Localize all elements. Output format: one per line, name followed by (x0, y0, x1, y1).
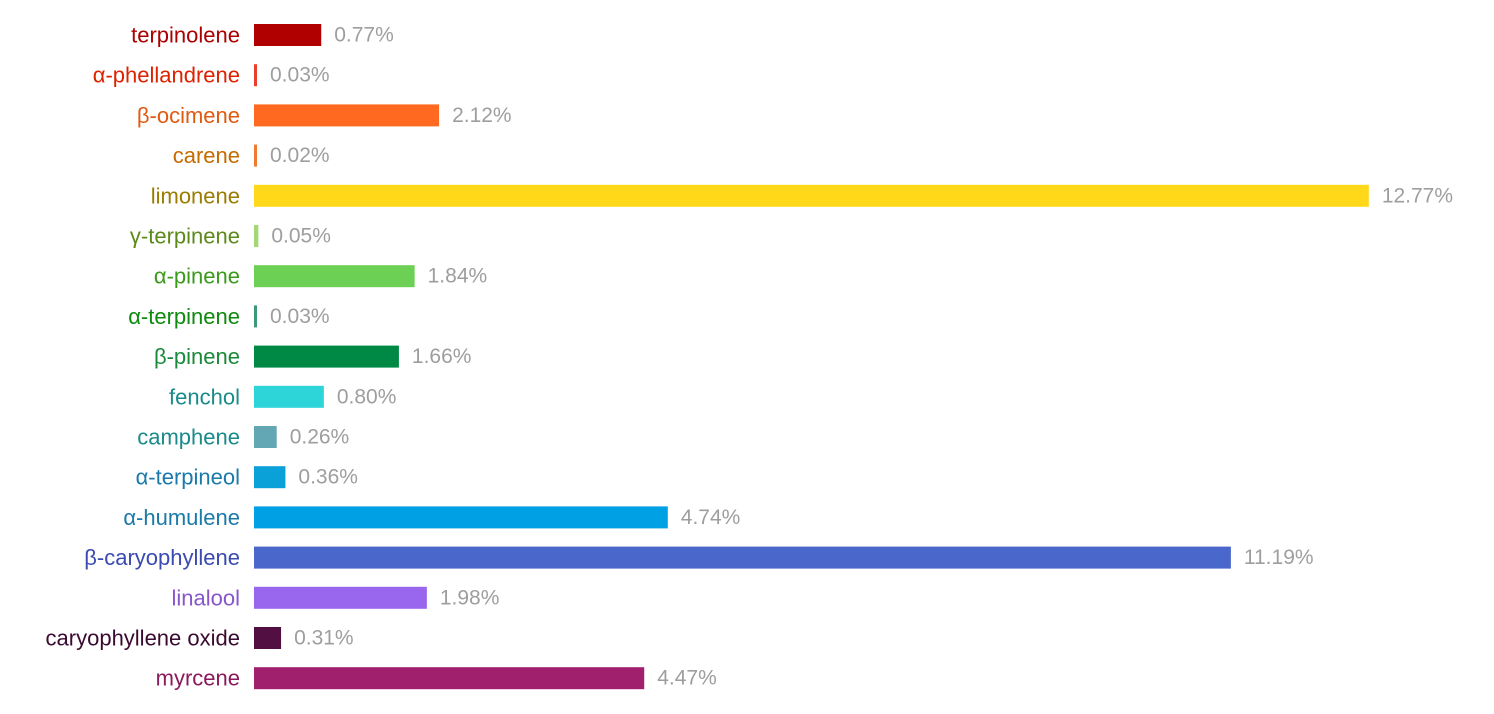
bar (254, 506, 668, 529)
category-label: α-terpineol (136, 465, 240, 490)
bar-row-10: camphene 0.26% (137, 425, 349, 450)
bar (254, 265, 415, 288)
value-label: 0.05% (271, 225, 331, 248)
bar (254, 426, 277, 448)
value-label: 0.80% (337, 385, 397, 408)
bar-row-1: α-phellandrene 0.03% (93, 63, 330, 88)
value-label: 0.03% (270, 64, 330, 87)
bar (254, 104, 440, 127)
value-label: 4.74% (681, 506, 741, 529)
value-label: 0.77% (334, 24, 394, 47)
category-label: camphene (137, 425, 240, 450)
bar (254, 144, 257, 167)
value-label: 1.66% (412, 345, 472, 368)
bar (254, 64, 257, 87)
value-label: 4.47% (657, 667, 717, 690)
category-label: α-phellandrene (93, 63, 240, 88)
value-label: 0.31% (294, 627, 354, 650)
value-label: 12.77% (1382, 184, 1453, 207)
bar-row-7: α-terpinene 0.03% (128, 304, 329, 329)
bar-row-2: β-ocimene 2.12% (137, 103, 512, 128)
bar (254, 466, 286, 489)
category-label: α-humulene (123, 505, 240, 530)
bar-row-0: terpinolene 0.77% (131, 23, 394, 48)
bar-row-16: myrcene 4.47% (156, 666, 717, 691)
value-label: 1.98% (440, 586, 500, 609)
category-label: terpinolene (131, 23, 240, 48)
bar (254, 345, 399, 368)
category-label: linalool (172, 585, 241, 610)
category-label: fenchol (169, 384, 240, 409)
bar (254, 627, 282, 649)
bar (254, 305, 257, 328)
category-label: carene (173, 143, 240, 168)
bars-layer: terpinolene 0.77% α-phellandrene 0.03% β-oci… (46, 23, 1454, 691)
value-label: 1.84% (428, 265, 488, 288)
value-label: 2.12% (452, 104, 512, 127)
bar-row-13: β-caryophyllene 11.19% (84, 545, 1313, 570)
category-label: α-pinene (154, 264, 240, 289)
category-label: γ-terpinene (130, 224, 240, 249)
bar-row-14: linalool 1.98% (172, 585, 500, 610)
category-label: caryophyllene oxide (46, 626, 240, 651)
category-label: α-terpinene (128, 304, 240, 329)
value-label: 11.19% (1244, 546, 1314, 569)
bar-row-5: γ-terpinene 0.05% (130, 224, 331, 249)
bar-row-6: α-pinene 1.84% (154, 264, 487, 289)
bar-row-8: β-pinene 1.66% (154, 344, 472, 369)
category-label: β-caryophyllene (84, 545, 240, 570)
category-label: myrcene (156, 666, 240, 691)
bar (254, 586, 427, 609)
category-label: β-ocimene (137, 103, 240, 128)
bar-row-9: fenchol 0.80% (169, 384, 396, 409)
bar-row-12: α-humulene 4.74% (123, 505, 740, 530)
bar-row-15: caryophyllene oxide 0.31% (46, 626, 354, 651)
value-label: 0.36% (298, 466, 358, 489)
category-label: limonene (151, 183, 240, 208)
bar (254, 546, 1231, 569)
bar (254, 385, 324, 408)
bar-row-3: carene 0.02% (173, 143, 330, 168)
value-label: 0.02% (270, 144, 330, 167)
bar (254, 24, 322, 46)
bar-row-11: α-terpineol 0.36% (136, 465, 358, 490)
category-label: β-pinene (154, 344, 240, 369)
value-label: 0.03% (270, 305, 330, 328)
bar (254, 667, 645, 690)
value-label: 0.26% (290, 426, 350, 449)
bar (254, 225, 259, 247)
bar (254, 184, 1369, 207)
bar-row-4: limonene 12.77% (151, 183, 1453, 208)
